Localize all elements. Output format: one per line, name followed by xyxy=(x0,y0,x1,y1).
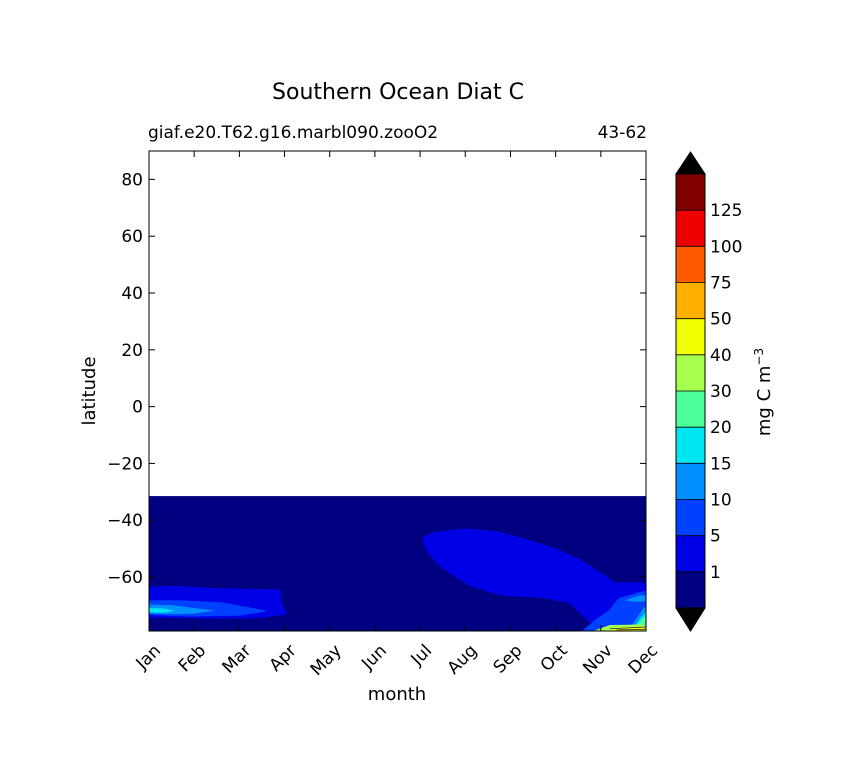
colorbar-swatch-0 xyxy=(676,571,705,608)
y-tick-label-2: 40 xyxy=(121,284,143,304)
y-tick-label-7: −60 xyxy=(107,568,143,588)
x-tick-label-3: Apr xyxy=(266,641,301,676)
colorbar-swatch-9 xyxy=(676,246,705,283)
colorbar-label: mg C m−3 xyxy=(752,348,775,436)
x-tick-label-11: Dec xyxy=(625,641,662,678)
x-tick-label-9: Oct xyxy=(537,641,572,676)
colorbar-tick-label-4: 20 xyxy=(710,418,732,438)
x-tick-label-10: Nov xyxy=(579,641,617,679)
colorbar-swatch-5 xyxy=(676,391,705,428)
x-tick-label-7: Aug xyxy=(444,641,482,679)
colorbar-tick-label-7: 50 xyxy=(710,310,732,330)
colorbar-swatch-7 xyxy=(676,318,705,355)
x-tick-label-5: Jun xyxy=(357,641,391,675)
y-axis-label: latitude xyxy=(79,356,100,425)
contour-line-0 xyxy=(609,626,647,630)
y-tick-label-3: 20 xyxy=(121,341,143,361)
y-tick-label-1: 60 xyxy=(121,227,143,247)
colorbar-swatch-1 xyxy=(676,535,705,572)
contour-line-1 xyxy=(616,628,647,631)
colorbar-swatch-6 xyxy=(676,354,705,391)
colorbar-tick-label-10: 125 xyxy=(710,201,742,221)
y-tick-label-6: −40 xyxy=(107,511,143,531)
x-tick-label-4: May xyxy=(307,641,346,680)
colorbar-swatch-4 xyxy=(676,427,705,464)
contour-fills xyxy=(148,496,647,632)
x-tick-label-6: Jul xyxy=(407,641,436,670)
plot-frame xyxy=(148,150,647,632)
x-tick-label-1: Feb xyxy=(175,641,210,676)
colorbar-tick-label-3: 15 xyxy=(710,454,732,474)
colorbar-tick-label-6: 40 xyxy=(710,346,732,366)
colorbar-label-exponent: −3 xyxy=(752,348,766,366)
y-tick-label-4: 0 xyxy=(132,398,143,418)
x-tick-label-8: Sep xyxy=(490,641,527,678)
x-axis-label: month xyxy=(368,684,426,705)
colorbar-tick-label-8: 75 xyxy=(710,274,732,294)
chart-subtitle-right: 43-62 xyxy=(598,123,647,143)
colorbar-extend-bottom xyxy=(675,607,706,632)
chart-title: Southern Ocean Diat C xyxy=(272,80,524,105)
colorbar-swatch-8 xyxy=(676,282,705,319)
y-tick-label-0: 80 xyxy=(121,170,143,190)
colorbar-swatch-3 xyxy=(676,463,705,500)
chart-subtitle-left: giaf.e20.T62.g16.marbl090.zooO2 xyxy=(148,123,438,143)
x-tick-label-0: Jan xyxy=(132,641,165,674)
colorbar-swatch-2 xyxy=(676,499,705,536)
colorbar-tick-label-5: 30 xyxy=(710,382,732,402)
colorbar-swatch-10 xyxy=(676,210,705,247)
y-axis: 80 60 40 20 0 −20 −40 −60 xyxy=(107,170,646,588)
x-tick-label-2: Mar xyxy=(219,641,256,678)
plot-area xyxy=(148,150,647,632)
colorbar-tick-label-1: 5 xyxy=(710,527,721,547)
colorbar-tick-label-2: 10 xyxy=(710,491,732,511)
colorbar-extend-top xyxy=(675,151,706,175)
colorbar-tick-label-0: 1 xyxy=(710,563,721,583)
colorbar-tick-label-9: 100 xyxy=(710,237,742,257)
y-tick-label-5: −20 xyxy=(107,454,143,474)
colorbar-frame xyxy=(675,173,706,609)
colorbar-swatch-11 xyxy=(676,174,705,211)
colorbar-label-text: mg C m xyxy=(754,366,775,437)
